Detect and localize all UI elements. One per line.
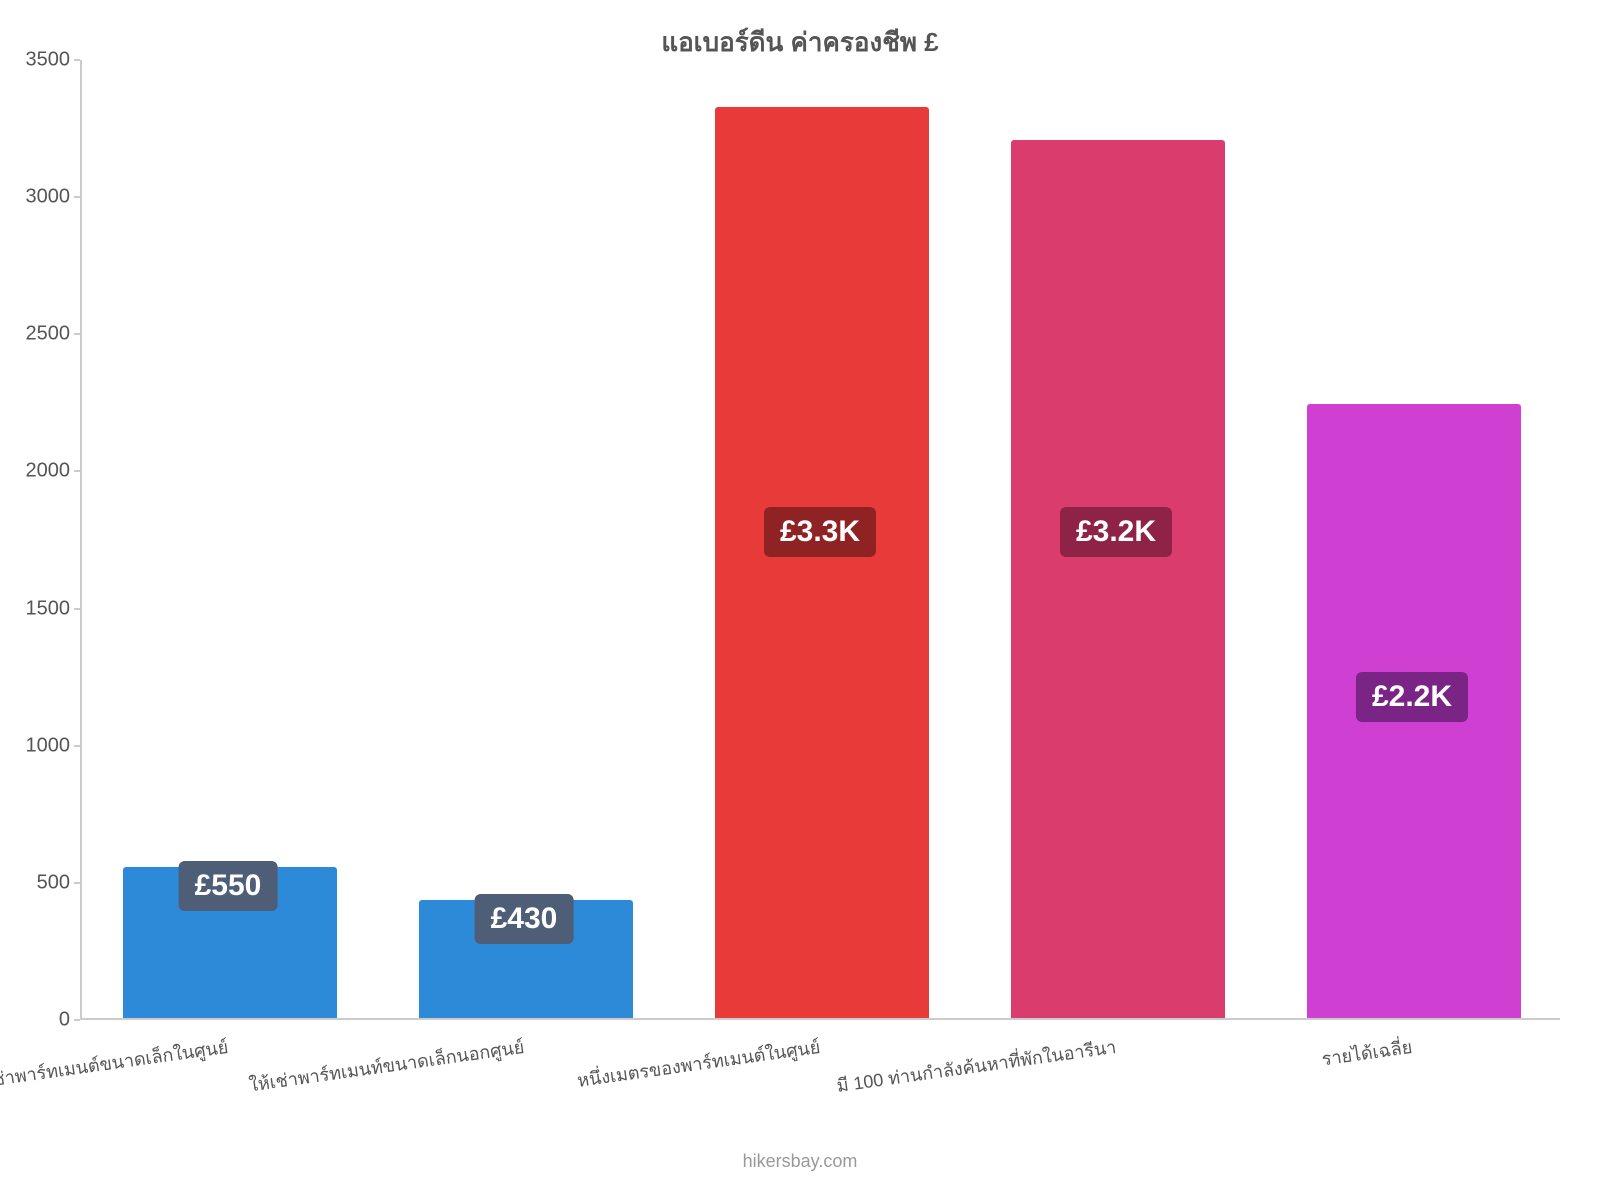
bar	[1011, 140, 1224, 1018]
chart-container: แอเบอร์ดีน ค่าครองชีพ £ hikersbay.com 0 5…	[0, 0, 1600, 1200]
bar	[715, 107, 928, 1018]
value-badge: £3.3K	[764, 507, 876, 557]
y-tick-mark	[74, 745, 80, 747]
y-tick-mark	[74, 333, 80, 335]
y-tick-label: 1000	[10, 734, 70, 757]
value-badge: £3.2K	[1060, 507, 1172, 557]
y-tick-mark	[74, 882, 80, 884]
x-tick-label: ให้เช่าพาร์ทเมนท์ขนาดเล็กนอกศูนย์	[247, 1032, 526, 1099]
y-tick-label: 2500	[10, 323, 70, 346]
y-tick-label: 500	[10, 871, 70, 894]
x-tick-label: มี 100 ท่านกำลังค้นหาที่พักในอารีนา	[835, 1032, 1118, 1100]
y-tick-label: 2000	[10, 460, 70, 483]
y-tick-mark	[74, 470, 80, 472]
value-badge: £550	[179, 861, 278, 911]
y-tick-label: 1500	[10, 597, 70, 620]
value-badge: £430	[475, 894, 574, 944]
y-tick-mark	[74, 196, 80, 198]
attribution-text: hikersbay.com	[0, 1151, 1600, 1172]
value-badge: £2.2K	[1356, 672, 1468, 722]
x-tick-label: รายได้เฉลี่ย	[1320, 1032, 1414, 1073]
y-tick-mark	[74, 608, 80, 610]
y-tick-label: 3000	[10, 186, 70, 209]
x-tick-label: ให้เช่าพาร์ทเมนต์ขนาดเล็กในศูนย์	[0, 1032, 230, 1098]
y-tick-mark	[74, 59, 80, 61]
y-tick-mark	[74, 1019, 80, 1021]
y-tick-label: 0	[10, 1009, 70, 1032]
chart-title: แอเบอร์ดีน ค่าครองชีพ £	[0, 22, 1600, 63]
x-tick-label: หนึ่งเมตรของพาร์ทเมนต์ในศูนย์	[575, 1032, 822, 1095]
y-tick-label: 3500	[10, 49, 70, 72]
